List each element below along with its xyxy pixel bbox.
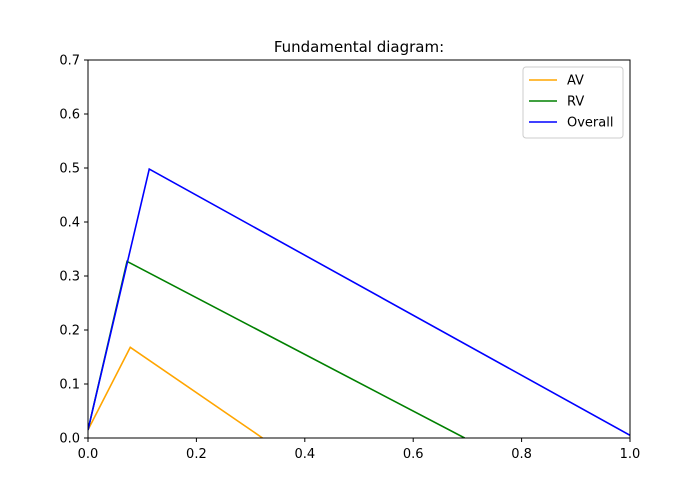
series-line-overall (88, 167, 630, 436)
legend: AV RV Overall (522, 66, 624, 139)
series-line-av (88, 346, 263, 438)
legend-label-overall: Overall (567, 116, 613, 131)
x-tick-label: 0.0 (78, 447, 99, 462)
plot-frame (87, 59, 631, 439)
legend-box (522, 66, 624, 139)
y-tick-label: 0.4 (59, 216, 80, 231)
x-tick-label: 1.0 (620, 447, 641, 462)
y-tick-label: 0.1 (59, 378, 80, 393)
y-tick-label: 0.5 (59, 162, 80, 177)
x-tick-label: 0.6 (403, 447, 424, 462)
x-tick-label: 0.4 (294, 447, 315, 462)
chart-title: Fundamental diagram: (274, 38, 444, 56)
x-tick-label: 0.8 (511, 447, 532, 462)
legend-label-av: AV (567, 74, 584, 89)
y-tick-label: 0.2 (59, 324, 80, 339)
y-axis: 0.0 0.1 0.2 0.3 0.4 0.5 0.6 0.7 (59, 54, 88, 447)
y-tick-label: 0.6 (59, 108, 80, 123)
series-line-rv (88, 260, 466, 438)
x-axis: 0.0 0.2 0.4 0.6 0.8 1.0 (78, 438, 641, 462)
series-lines (88, 167, 630, 438)
y-tick-label: 0.3 (59, 270, 80, 285)
y-tick-label: 0.0 (59, 432, 80, 447)
y-tick-label: 0.7 (59, 54, 80, 69)
legend-label-rv: RV (567, 95, 584, 110)
x-tick-label: 0.2 (186, 447, 207, 462)
